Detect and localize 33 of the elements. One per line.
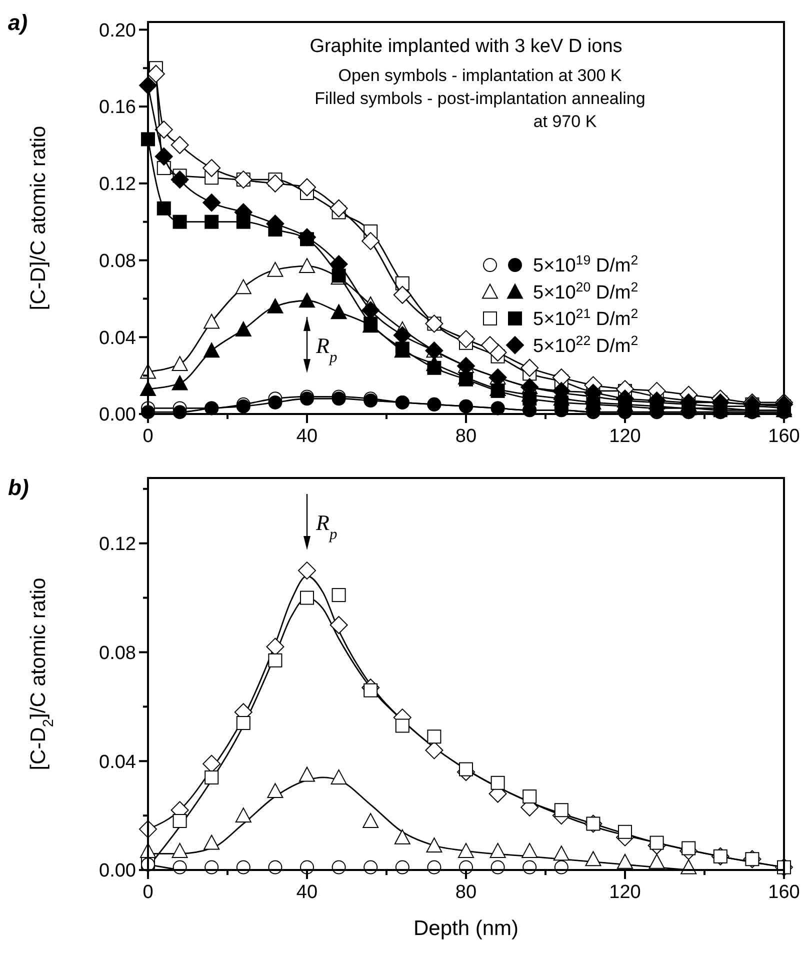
y-tick-label: 0.12	[99, 174, 136, 196]
legend-label: 5×10$^{19}$ D/m$^{2}$	[533, 252, 638, 277]
y-tick-label: 0.20	[99, 20, 136, 42]
legend-label: 5×10$^{20}$ D/m$^{2}$	[533, 278, 638, 304]
x-tick-label: 80	[455, 882, 477, 903]
y-tick-label: 0.12	[99, 534, 136, 555]
y-tick-label: 0.04	[99, 752, 136, 773]
x-tick-label: 0	[142, 426, 154, 447]
annotation: Filled symbols - post-implantation annealing at 970 K	[314, 89, 646, 131]
x-tick-label: 0	[142, 882, 154, 903]
legend-label: 5×10$^{21}$ D/m$^{2}$	[533, 306, 638, 330]
text: a)	[8, 10, 28, 35]
annotation: R$_{p}$	[315, 333, 338, 366]
x-tick-label: 160	[768, 426, 800, 447]
text: b)	[8, 475, 29, 500]
annotation: R$_{p}$	[315, 510, 338, 542]
x-tick-label: 120	[609, 426, 641, 447]
x-tick-label: 40	[296, 426, 318, 447]
y-tick-label: 0.00	[99, 404, 136, 426]
y-axis-title: [C-D]/C atomic ratio	[27, 126, 50, 310]
text: Graphite implanted with 3 keV D ions	[310, 36, 622, 57]
y-tick-label: 0.16	[99, 97, 136, 118]
annotation: Open symbols - implantation at 300 K	[338, 66, 622, 85]
x-axis-title: Depth (nm)	[413, 917, 519, 940]
x-tick-label: 120	[609, 882, 641, 903]
x-tick-label: 160	[768, 882, 800, 903]
y-tick-label: 0.00	[99, 860, 136, 882]
y-tick-label: 0.04	[99, 328, 136, 349]
x-tick-label: 40	[296, 882, 318, 903]
y-tick-label: 0.08	[99, 642, 136, 664]
legend-label: 5×10$^{22}$ D/m$^{2}$	[533, 332, 638, 357]
y-tick-label: 0.08	[99, 250, 136, 272]
x-tick-label: 80	[455, 426, 477, 447]
